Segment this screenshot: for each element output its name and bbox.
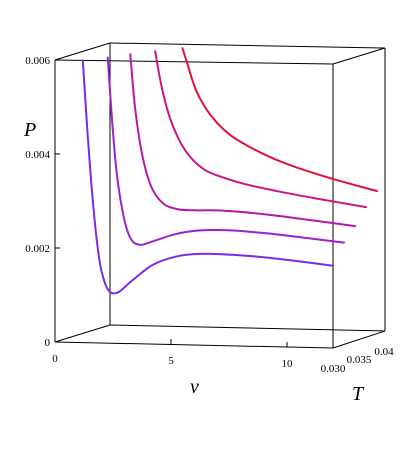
x-axis-ticks: 0 5 10 [52, 337, 293, 370]
x-axis-label: v [190, 376, 199, 398]
box-front-top-edge [54, 59, 334, 65]
y-axis-ticks: 0 0.002 0.004 0.006 [25, 55, 60, 349]
isotherm-curve-1 [106, 56, 345, 246]
x-tick-label-10: 10 [282, 358, 294, 370]
box-back-top-edge [109, 42, 386, 49]
box-top-left-depth-edge [54, 42, 111, 61]
bounding-box [54, 42, 386, 349]
t-axis-label: T [352, 383, 365, 405]
box-bottom-right-depth-edge [332, 330, 386, 349]
y-tick-label-0.006: 0.006 [25, 55, 50, 67]
box-back-bottom-edge [109, 324, 386, 332]
t-tick-label-0.04: 0.04 [374, 346, 394, 358]
y-tick-label-0: 0 [45, 337, 51, 349]
isotherm-curve-4 [181, 47, 378, 193]
box-top-right-depth-edge [332, 47, 386, 65]
isotherm-curve-2 [129, 53, 356, 228]
curves-group [81, 47, 378, 295]
t-axis-ticks: 0.030 0.035 0.04 [321, 346, 395, 375]
box-front-bottom-edge [54, 341, 334, 349]
x-tick-label-0: 0 [52, 353, 58, 365]
y-tick-label-0.004: 0.004 [25, 149, 50, 161]
t-tick-label-0.030: 0.030 [321, 363, 346, 375]
isotherm-curve-0 [81, 59, 334, 295]
t-tick-label-0.035: 0.035 [347, 354, 372, 366]
isotherm-curve-3 [154, 50, 367, 209]
y-axis-label: P [23, 119, 36, 141]
box-bottom-left-depth-edge [54, 324, 111, 343]
y-tick-label-0.002: 0.002 [25, 243, 50, 255]
x-tick-label-5: 5 [168, 355, 174, 367]
